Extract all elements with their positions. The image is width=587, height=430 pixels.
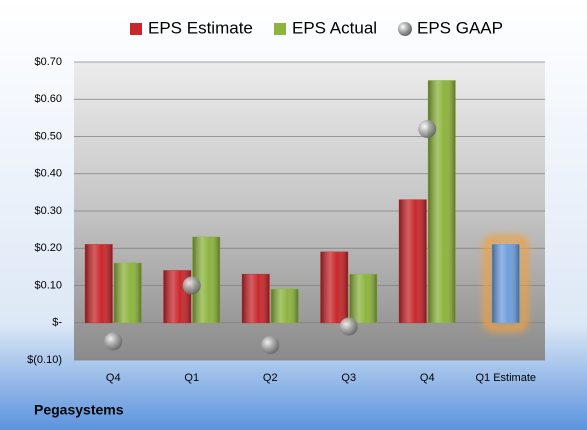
legend-label: EPS Actual [292, 18, 377, 37]
x-tick-label: Q4 [106, 372, 121, 384]
x-tick-label: Q1 [184, 372, 199, 384]
bar-shade [271, 289, 299, 323]
bar-shade [428, 80, 456, 323]
x-tick-label: Q1 Estimate [475, 372, 536, 384]
y-tick-label: $0.60 [34, 93, 62, 105]
legend-label: EPS GAAP [417, 18, 503, 37]
y-tick-label: $(0.10) [27, 354, 62, 366]
company-name: Pegasystems [34, 402, 124, 418]
legend-label: EPS Estimate [148, 18, 253, 37]
gaap-marker [339, 317, 358, 336]
legend-marker [274, 23, 286, 35]
bar-shade [349, 274, 377, 323]
bar-shade [492, 244, 520, 323]
gaap-marker [104, 332, 123, 351]
bar-shade [114, 263, 142, 323]
y-tick-label: $0.50 [34, 130, 62, 142]
x-tick-label: Q4 [420, 372, 435, 384]
gaap-marker [418, 120, 437, 139]
legend-marker [398, 22, 412, 36]
bar-shade [85, 244, 113, 323]
gaap-marker [261, 336, 280, 355]
gaap-marker [182, 276, 201, 295]
y-tick-label: $0.30 [34, 205, 62, 217]
highlight-glow [483, 236, 528, 332]
y-tick-label: $0.40 [34, 168, 62, 180]
y-tick-label: $0.10 [34, 279, 62, 291]
x-tick-label: Q2 [263, 372, 278, 384]
y-tick-label: $0.20 [34, 242, 62, 254]
bar-shade [242, 274, 270, 323]
y-tick-label: $- [52, 317, 62, 329]
x-tick-label: Q3 [341, 372, 356, 384]
bar-shade [320, 251, 348, 323]
legend-marker [130, 23, 142, 35]
y-tick-label: $0.70 [34, 56, 62, 68]
bar-shade [399, 199, 427, 323]
